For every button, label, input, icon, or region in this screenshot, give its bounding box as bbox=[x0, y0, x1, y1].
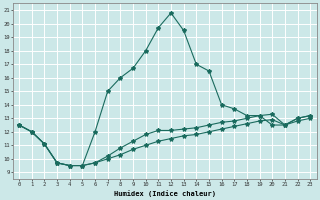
X-axis label: Humidex (Indice chaleur): Humidex (Indice chaleur) bbox=[114, 190, 216, 197]
